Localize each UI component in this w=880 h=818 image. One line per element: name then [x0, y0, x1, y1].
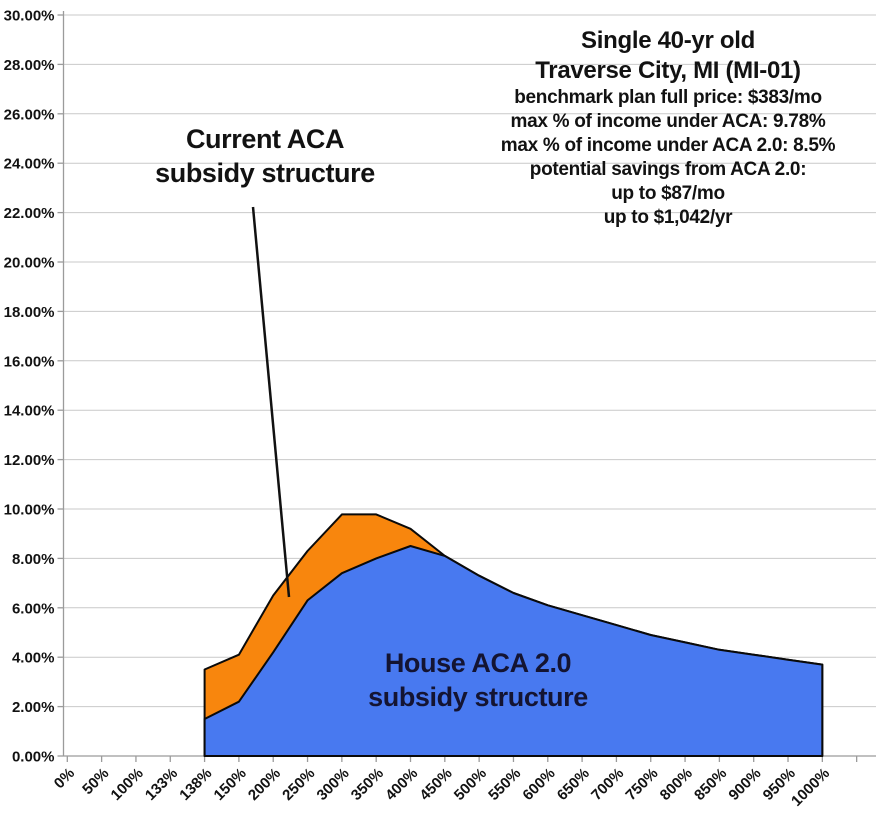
- info-detail-savings-monthly: up to $87/mo: [611, 183, 725, 204]
- y-tick-label: 18.00%: [4, 304, 55, 321]
- info-title-line1: Single 40-yr old: [581, 27, 755, 54]
- y-tick-label: 14.00%: [4, 403, 55, 420]
- y-tick-label: 28.00%: [4, 57, 55, 74]
- y-tick-label: 22.00%: [4, 205, 55, 222]
- x-tick-label: 133%: [142, 765, 181, 804]
- x-tick-label: 250%: [279, 765, 318, 804]
- x-tick-label: 350%: [348, 765, 387, 804]
- x-tick-label: 100%: [108, 765, 147, 804]
- y-tick-label: 4.00%: [12, 650, 55, 667]
- x-tick-label: 200%: [245, 765, 284, 804]
- house-aca-label-line1: House ACA 2.0: [384, 648, 572, 678]
- series-area-house-aca-20: [203, 545, 824, 757]
- x-tick-label: 150%: [211, 765, 250, 804]
- y-tick-label: 6.00%: [12, 600, 55, 617]
- x-tick-label: 300%: [314, 765, 353, 804]
- current-aca-label: Current ACA subsidy structure: [105, 122, 425, 190]
- y-tick-label: 30.00%: [4, 8, 55, 25]
- x-tick-label: 650%: [554, 765, 593, 804]
- x-tick-label: 800%: [657, 765, 696, 804]
- x-tick-label: 138%: [176, 765, 215, 804]
- y-axis-labels: 0.00% 2.00% 4.00% 6.00% 8.00% 10.00% 12.00% 14.…: [4, 8, 64, 766]
- current-aca-label-line2: subsidy structure: [155, 158, 375, 188]
- current-aca-label-line1: Current ACA: [185, 124, 345, 154]
- x-tick-label: 1000%: [788, 765, 833, 810]
- info-title-line2: Traverse City, MI (MI-01): [535, 57, 801, 84]
- x-tick-label: 600%: [519, 765, 558, 804]
- x-tick-label: 750%: [622, 765, 661, 804]
- y-tick-label: 2.00%: [12, 699, 55, 716]
- info-detail-savings-yearly: up to $1,042/yr: [603, 207, 733, 228]
- info-detail-max-pct-aca: max % of income under ACA: 9.78%: [510, 111, 826, 132]
- x-tick-label: 550%: [485, 765, 524, 804]
- x-axis-labels: 0% 50%100%133%138%150%200%250%300%350%400…: [51, 756, 858, 810]
- y-tick-label: 0.00%: [12, 749, 55, 766]
- info-box: Single 40-yr old Traverse City, MI (MI-0…: [458, 26, 878, 230]
- info-detail-savings-header: potential savings from ACA 2.0:: [529, 159, 807, 180]
- x-tick-label: 700%: [588, 765, 627, 804]
- y-tick-label: 24.00%: [4, 156, 55, 173]
- y-tick-label: 20.00%: [4, 255, 55, 272]
- x-tick-label: 400%: [382, 765, 421, 804]
- x-tick-label: 0%: [51, 765, 78, 792]
- info-detail-max-pct-aca20: max % of income under ACA 2.0: 8.5%: [500, 135, 836, 156]
- y-tick-label: 8.00%: [12, 551, 55, 568]
- x-tick-label: 450%: [416, 765, 455, 804]
- annotation-leader-line: [251, 206, 291, 598]
- house-aca-label: House ACA 2.0 subsidy structure: [318, 646, 638, 714]
- x-tick-label: 500%: [451, 765, 490, 804]
- y-tick-label: 10.00%: [4, 502, 55, 519]
- x-tick-label: 850%: [691, 765, 730, 804]
- house-aca-label-line2: subsidy structure: [368, 682, 588, 712]
- y-tick-label: 16.00%: [4, 353, 55, 370]
- x-tick-label: 900%: [725, 765, 764, 804]
- gridlines: [63, 14, 876, 708]
- info-detail-benchmark-price: benchmark plan full price: $383/mo: [514, 87, 822, 108]
- y-tick-label: 12.00%: [4, 452, 55, 469]
- y-tick-label: 26.00%: [4, 106, 55, 123]
